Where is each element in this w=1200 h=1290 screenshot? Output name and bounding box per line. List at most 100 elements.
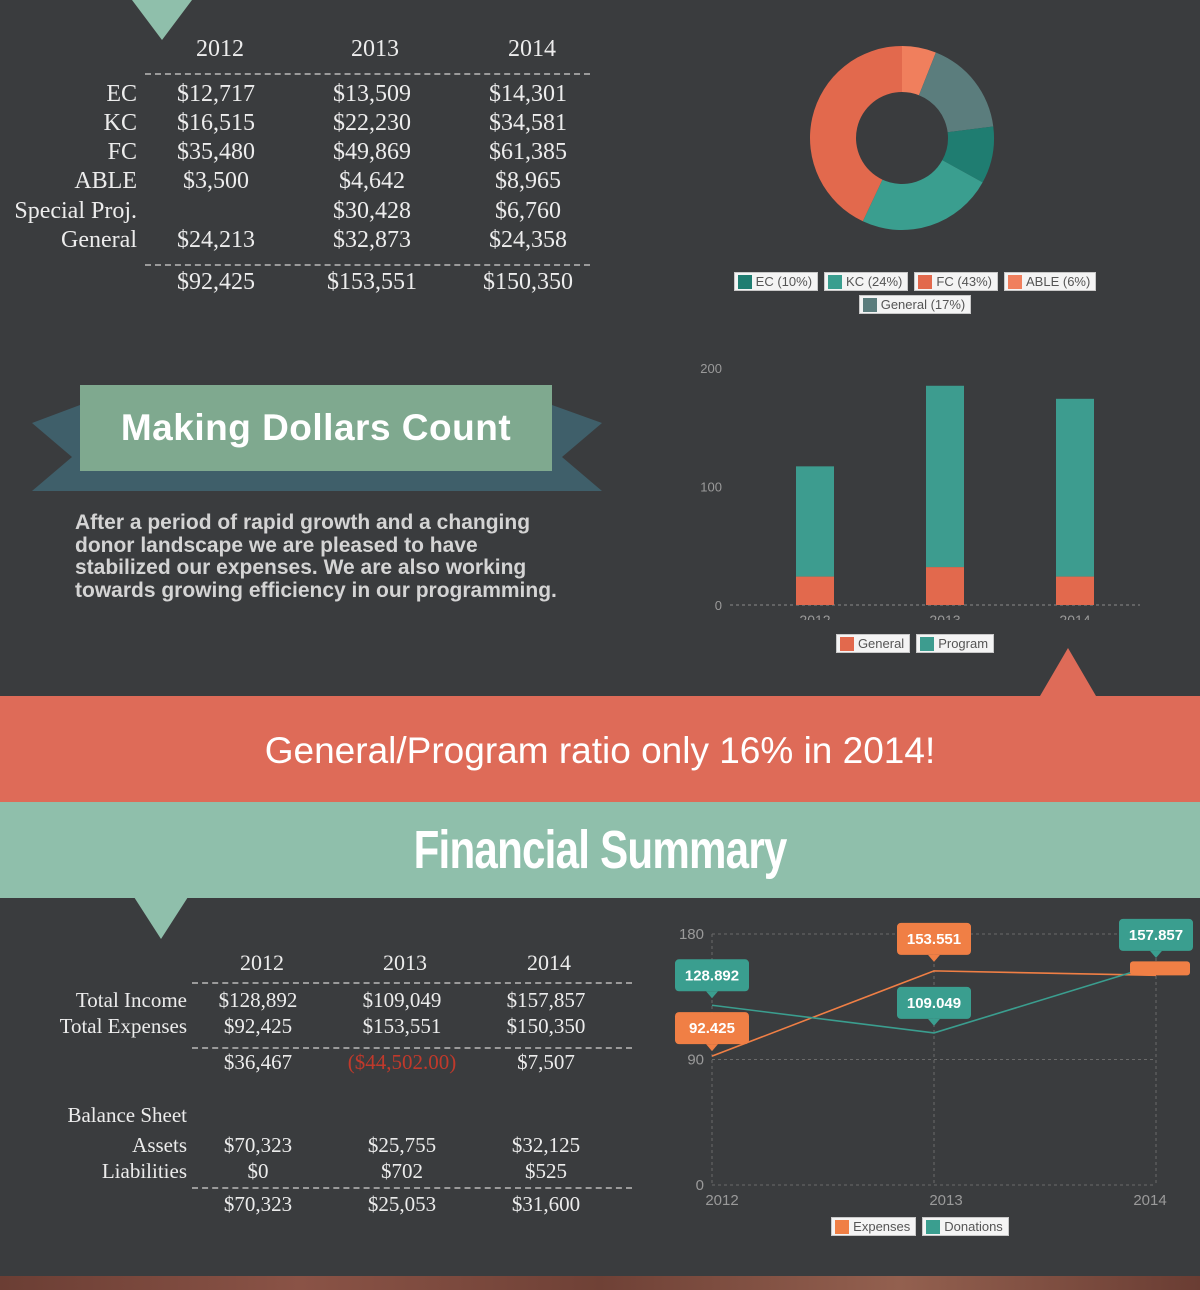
value-callout [1119, 918, 1193, 951]
legend-swatch [839, 636, 854, 651]
totals-row: $92,425 $153,551 $150,350 [0, 269, 600, 299]
y-tick-label: 180 [679, 926, 704, 943]
bar-segment[interactable] [926, 567, 964, 605]
bar-segment[interactable] [796, 466, 834, 577]
legend-label: Program [938, 636, 989, 651]
cell: $30,428 [333, 198, 411, 224]
summary-pointer [134, 897, 188, 939]
cell: $24,213 [177, 227, 255, 253]
legend-item[interactable]: Donations [922, 1217, 1009, 1236]
cell: $92,425 [223, 1014, 293, 1038]
legend-label: Expenses [853, 1219, 911, 1234]
row-label: Total Expenses [59, 1014, 187, 1038]
cell: $4,642 [339, 168, 405, 194]
cell: $34,581 [489, 110, 567, 136]
legend-swatch [1008, 274, 1023, 289]
banner-box: Making Dollars Count [80, 385, 552, 471]
row-label: Total Income [75, 988, 187, 1012]
table-row: Assets $70,323 $25,755 $32,125 [0, 1133, 650, 1159]
divider-bottom [145, 264, 590, 266]
legend-item[interactable]: EC (10%) [733, 272, 819, 291]
bar-legend: General Program [770, 634, 1060, 653]
cell: $153,551 [362, 1014, 442, 1038]
line-legend: Expenses Donations [780, 1217, 1060, 1236]
legend-swatch [920, 636, 935, 651]
x-tick-label: 2014 [1133, 1192, 1166, 1209]
bar-svg: 0 100 200 2012 2013 2014 [700, 361, 1140, 628]
value-callout [897, 922, 971, 955]
legend-item[interactable]: ABLE (6%) [1004, 272, 1097, 291]
row-label: General [61, 227, 137, 253]
donut-svg [810, 46, 994, 230]
donut-slice[interactable] [942, 126, 994, 183]
legend-item[interactable]: Expenses [831, 1217, 917, 1236]
donut-slice[interactable] [810, 46, 902, 222]
table-row: EC $12,717 $13,509 $14,301 [0, 81, 600, 111]
x-tick-label: 2014 [1059, 612, 1090, 620]
year-header-2014: 2014 [527, 950, 571, 975]
x-tick-label: 2013 [929, 612, 960, 620]
legend-item[interactable]: Program [916, 634, 995, 653]
total-cell: $70,323 [223, 1192, 293, 1216]
cell: $32,125 [511, 1133, 581, 1157]
legend-label: ABLE (6%) [1026, 274, 1091, 289]
year-header-2014: 2014 [508, 36, 556, 62]
table-row: Total Expenses $92,425 $153,551 $150,350 [0, 1014, 650, 1040]
legend-item[interactable]: FC (43%) [914, 272, 999, 291]
cell: $0 [247, 1159, 269, 1183]
highlight-text: General/Program ratio only 16% in 2014! [264, 730, 936, 771]
intro-paragraph: After a period of rapid growth and a cha… [75, 511, 557, 602]
row-label: Liabilities [101, 1159, 187, 1183]
section-banner: Making Dollars Count [32, 385, 602, 493]
balance-heading-row: Balance Sheet [0, 1103, 650, 1129]
year-header-2012: 2012 [196, 36, 244, 62]
legend-item[interactable]: KC (24%) [824, 272, 909, 291]
callout-pointer [706, 991, 718, 999]
line-svg: 0 90 180 2012 2013 2014 128.892 92.425 153.551 10… [675, 918, 1193, 1209]
callout-pointer [1150, 950, 1162, 958]
series-line[interactable] [711, 964, 1157, 1034]
row-label: EC [106, 81, 137, 107]
balance-heading: Balance Sheet [67, 1103, 187, 1127]
donut-slice[interactable] [918, 52, 994, 133]
bar-segment[interactable] [926, 385, 964, 568]
series-line[interactable] [711, 970, 1157, 1057]
donut-slice[interactable] [862, 160, 983, 230]
cell: $35,480 [177, 139, 255, 165]
bar-segment[interactable] [1056, 398, 1094, 577]
bar-segment[interactable] [1056, 576, 1094, 605]
year-header-2013: 2013 [351, 36, 399, 62]
cell: $3,500 [183, 168, 249, 194]
row-label: Assets [132, 1133, 187, 1157]
cell: $128,892 [218, 988, 298, 1012]
value-callout [675, 1012, 749, 1045]
legend-swatch [828, 274, 843, 289]
x-tick-label: 2012 [799, 612, 830, 620]
value-callout [897, 986, 971, 1019]
callout-label: 157.857 [1129, 927, 1183, 944]
callout-label: 109.049 [907, 995, 961, 1012]
cell: $13,509 [333, 81, 411, 107]
total-cell: $92,425 [177, 269, 255, 295]
value-callout [675, 959, 749, 992]
cell: $14,301 [489, 81, 567, 107]
y-tick-label: 90 [687, 1052, 704, 1069]
net-cell: $7,507 [517, 1050, 575, 1074]
y-tick-label: 0 [696, 1177, 704, 1194]
legend-item[interactable]: General [835, 634, 911, 653]
legend-item[interactable]: General (17%) [858, 295, 972, 314]
summary-title: Financial Summary [413, 820, 788, 880]
top-pointer-triangle [132, 0, 192, 40]
cell: $25,755 [367, 1133, 437, 1157]
bar-segment[interactable] [796, 576, 834, 605]
cell: $109,049 [362, 988, 442, 1012]
x-tick-label: 2012 [705, 1192, 738, 1209]
divider-mid [192, 1047, 632, 1049]
legend-swatch [918, 274, 933, 289]
cell: $12,717 [177, 81, 255, 107]
cell: $32,873 [333, 227, 411, 253]
donut-slice[interactable] [902, 46, 936, 96]
net-cell: $36,467 [223, 1050, 293, 1074]
callout-label: 92.425 [689, 1020, 735, 1037]
row-label: KC [103, 110, 137, 136]
